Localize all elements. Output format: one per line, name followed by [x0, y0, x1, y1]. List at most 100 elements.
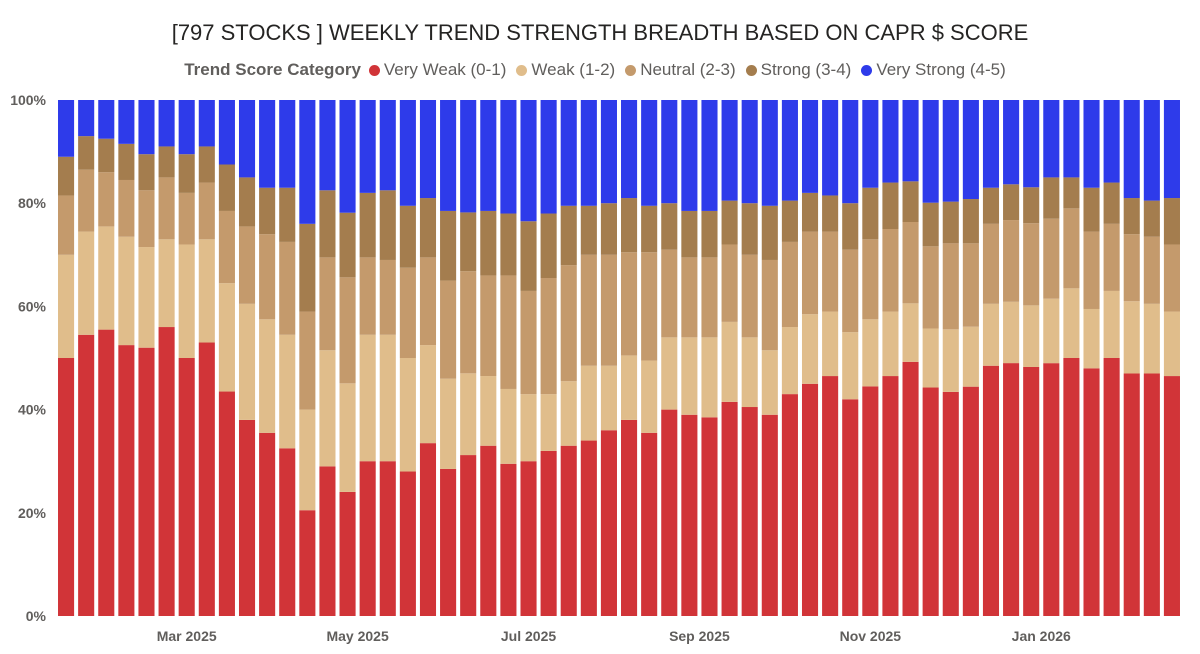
bar-segment-weak[interactable]: [641, 360, 658, 433]
bar-segment-strong[interactable]: [1103, 182, 1120, 224]
bar-segment-very-strong[interactable]: [440, 100, 457, 211]
bar-segment-weak[interactable]: [299, 409, 316, 511]
bar-segment-neutral[interactable]: [540, 278, 557, 395]
bar-segment-very-strong[interactable]: [359, 100, 376, 193]
bar-segment-strong[interactable]: [78, 136, 95, 170]
bar-segment-strong[interactable]: [580, 205, 597, 255]
bar-segment-weak[interactable]: [862, 319, 879, 387]
bar-segment-very-strong[interactable]: [681, 100, 698, 211]
bar-segment-neutral[interactable]: [1103, 223, 1120, 291]
bar-segment-strong[interactable]: [198, 146, 215, 183]
bar-segment-weak[interactable]: [822, 311, 839, 377]
bar-segment-neutral[interactable]: [218, 210, 235, 284]
bar-segment-weak[interactable]: [198, 239, 215, 343]
bar-segment-strong[interactable]: [822, 195, 839, 232]
bar-segment-weak[interactable]: [218, 283, 235, 392]
bar-segment-neutral[interactable]: [661, 249, 678, 338]
bar-segment-very-strong[interactable]: [1163, 100, 1180, 199]
bar-segment-very-strong[interactable]: [1043, 100, 1060, 178]
bar-segment-neutral[interactable]: [600, 254, 617, 366]
bar-segment-very-strong[interactable]: [842, 100, 859, 204]
bar-segment-very-weak[interactable]: [781, 394, 798, 616]
bar-segment-very-strong[interactable]: [580, 100, 597, 206]
bar-segment-very-strong[interactable]: [560, 100, 577, 206]
bar-segment-very-weak[interactable]: [1103, 358, 1120, 616]
bar-segment-weak[interactable]: [1043, 298, 1060, 364]
bar-segment-strong[interactable]: [761, 205, 778, 260]
bar-segment-very-strong[interactable]: [922, 100, 939, 203]
bar-segment-strong[interactable]: [359, 192, 376, 258]
bar-segment-strong[interactable]: [1023, 187, 1040, 224]
bar-segment-very-strong[interactable]: [1063, 100, 1080, 178]
bar-segment-very-strong[interactable]: [178, 100, 195, 155]
bar-segment-very-strong[interactable]: [1023, 100, 1040, 188]
bar-segment-weak[interactable]: [982, 303, 1000, 366]
bar-segment-strong[interactable]: [279, 187, 296, 242]
bar-segment-very-weak[interactable]: [399, 471, 416, 616]
bar-segment-neutral[interactable]: [681, 257, 698, 338]
bar-segment-neutral[interactable]: [721, 244, 738, 322]
bar-segment-strong[interactable]: [882, 182, 899, 229]
bar-segment-very-weak[interactable]: [922, 387, 939, 616]
bar-segment-very-strong[interactable]: [942, 100, 959, 202]
bar-segment-weak[interactable]: [58, 254, 75, 358]
bar-segment-very-weak[interactable]: [1123, 373, 1140, 616]
bar-segment-very-strong[interactable]: [1143, 100, 1160, 201]
bar-segment-weak[interactable]: [1143, 303, 1160, 374]
bar-segment-strong[interactable]: [1043, 177, 1060, 219]
bar-segment-very-strong[interactable]: [902, 100, 919, 182]
bar-segment-very-weak[interactable]: [319, 466, 336, 616]
bar-segment-very-weak[interactable]: [158, 327, 175, 616]
bar-segment-neutral[interactable]: [339, 277, 356, 384]
bar-segment-neutral[interactable]: [399, 267, 416, 358]
bar-segment-very-weak[interactable]: [1163, 376, 1180, 616]
bar-segment-neutral[interactable]: [359, 257, 376, 335]
bar-segment-very-strong[interactable]: [721, 100, 738, 201]
bar-segment-neutral[interactable]: [480, 275, 497, 377]
bar-segment-strong[interactable]: [1123, 198, 1140, 235]
bar-segment-weak[interactable]: [178, 244, 195, 358]
bar-segment-strong[interactable]: [942, 201, 959, 244]
bar-segment-strong[interactable]: [661, 203, 678, 250]
bar-segment-weak[interactable]: [1163, 311, 1180, 377]
bar-segment-strong[interactable]: [1003, 184, 1020, 221]
bar-segment-very-strong[interactable]: [460, 100, 477, 213]
bar-segment-weak[interactable]: [98, 226, 115, 330]
bar-segment-very-weak[interactable]: [1063, 358, 1080, 616]
bar-segment-weak[interactable]: [1003, 301, 1020, 364]
bar-segment-very-weak[interactable]: [902, 361, 919, 616]
bar-segment-weak[interactable]: [460, 373, 477, 456]
bar-segment-strong[interactable]: [721, 200, 738, 245]
bar-segment-weak[interactable]: [118, 236, 135, 346]
bar-segment-neutral[interactable]: [922, 246, 939, 329]
bar-segment-very-weak[interactable]: [1143, 373, 1160, 616]
bar-segment-strong[interactable]: [681, 210, 698, 258]
bar-segment-very-strong[interactable]: [761, 100, 778, 206]
bar-segment-very-strong[interactable]: [982, 100, 1000, 188]
bar-segment-very-weak[interactable]: [641, 432, 658, 616]
bar-segment-weak[interactable]: [580, 365, 597, 441]
bar-segment-strong[interactable]: [399, 205, 416, 268]
bar-segment-very-weak[interactable]: [721, 401, 738, 616]
bar-segment-weak[interactable]: [238, 303, 256, 420]
bar-segment-very-strong[interactable]: [138, 100, 155, 155]
bar-segment-very-strong[interactable]: [118, 100, 135, 144]
bar-segment-weak[interactable]: [279, 334, 296, 449]
bar-segment-strong[interactable]: [962, 199, 979, 244]
bar-segment-weak[interactable]: [399, 358, 416, 472]
bar-segment-strong[interactable]: [379, 190, 396, 260]
bar-segment-very-weak[interactable]: [238, 419, 256, 616]
bar-segment-strong[interactable]: [158, 146, 175, 178]
bar-segment-weak[interactable]: [801, 314, 819, 384]
bar-segment-very-weak[interactable]: [98, 329, 115, 616]
bar-segment-neutral[interactable]: [78, 169, 95, 232]
bar-segment-very-weak[interactable]: [299, 510, 316, 616]
bar-segment-neutral[interactable]: [1163, 244, 1180, 312]
bar-segment-very-weak[interactable]: [1043, 363, 1060, 616]
bar-segment-weak[interactable]: [701, 337, 718, 418]
bar-segment-very-strong[interactable]: [1123, 100, 1140, 199]
bar-segment-weak[interactable]: [419, 345, 437, 444]
bar-segment-very-weak[interactable]: [379, 461, 396, 616]
bar-segment-very-strong[interactable]: [500, 100, 517, 214]
bar-segment-neutral[interactable]: [761, 259, 778, 351]
